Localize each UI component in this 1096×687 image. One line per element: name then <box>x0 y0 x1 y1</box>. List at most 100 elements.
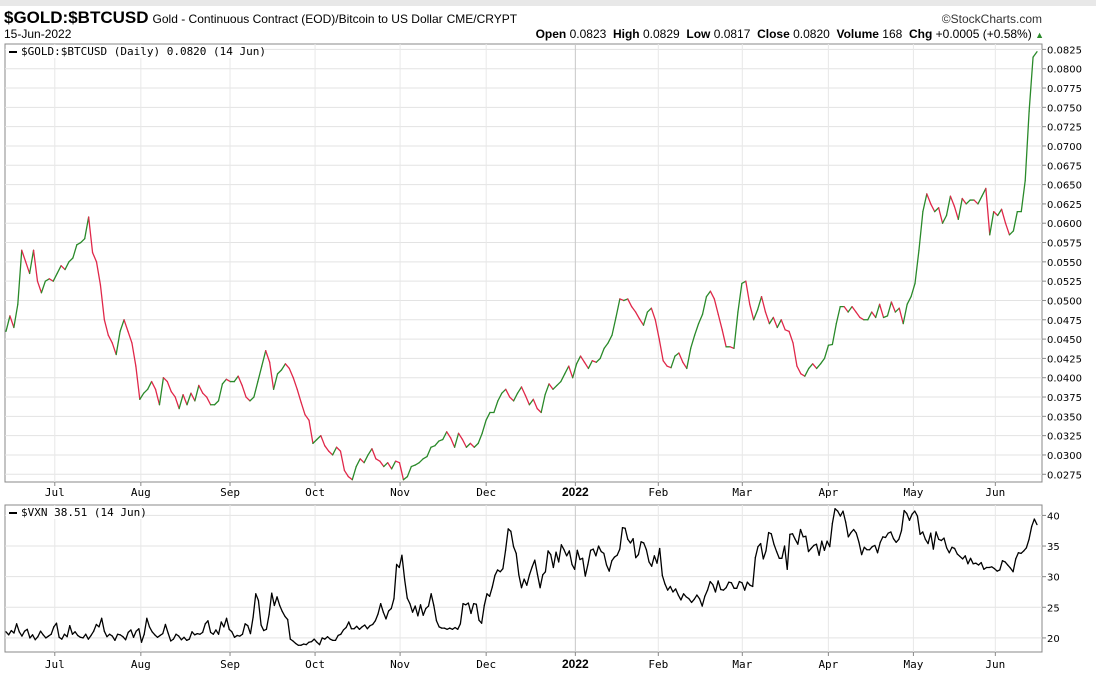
series-segment <box>434 440 440 447</box>
vxn-x-tick-label: 2022 <box>562 657 589 671</box>
series-segment <box>504 528 509 551</box>
series-segment <box>269 361 275 390</box>
series-segment <box>394 460 401 464</box>
series-segment <box>520 386 527 397</box>
series-segment <box>217 383 224 402</box>
series-segment <box>241 623 246 635</box>
series-segment <box>922 531 927 540</box>
series-segment <box>932 531 937 550</box>
series-segment <box>953 205 959 221</box>
price-x-tick-label: Oct <box>305 486 325 499</box>
series-segment <box>762 550 767 560</box>
series-segment <box>512 546 517 555</box>
series-segment <box>941 214 948 224</box>
series-segment <box>605 564 610 572</box>
series-segment <box>796 365 802 375</box>
series-segment <box>583 361 590 370</box>
series-segment <box>587 549 592 566</box>
series-segment <box>804 367 810 377</box>
series-segment <box>922 193 928 213</box>
series-segment <box>658 338 664 362</box>
series-segment <box>366 625 371 630</box>
series-segment <box>107 334 113 344</box>
series-segment <box>725 581 730 589</box>
series-segment <box>573 549 578 570</box>
series-segment <box>98 617 103 628</box>
series-segment <box>40 280 47 294</box>
series-segment <box>624 527 629 540</box>
series-segment <box>201 623 206 634</box>
series-segment <box>130 629 135 638</box>
price-y-tick-label: 0.0650 <box>1047 181 1082 192</box>
series-segment <box>599 347 605 360</box>
series-segment <box>261 350 267 367</box>
vxn-y-tick-label: 20 <box>1047 634 1060 645</box>
series-segment <box>903 509 908 515</box>
series-segment <box>581 557 586 577</box>
series-segment <box>898 307 904 325</box>
series-segment <box>493 400 499 414</box>
series-segment <box>469 442 475 448</box>
series-segment <box>21 249 27 263</box>
series-segment <box>698 598 703 607</box>
series-segment <box>123 319 129 333</box>
series-segment <box>1031 518 1035 528</box>
series-segment <box>13 303 19 329</box>
series-segment <box>1004 222 1011 236</box>
series-segment <box>584 563 589 577</box>
series-segment <box>284 363 290 370</box>
series-segment <box>348 621 353 630</box>
series-segment <box>799 528 804 538</box>
series-segment <box>697 313 704 325</box>
price-legend-bg <box>6 45 262 58</box>
series-segment <box>608 560 613 572</box>
series-segment <box>143 617 148 635</box>
vxn-x-tick-label: May <box>903 658 923 671</box>
series-segment <box>781 545 786 559</box>
series-segment <box>745 280 751 305</box>
series-segment <box>805 535 810 553</box>
series-segment <box>111 635 116 642</box>
series-segment <box>680 593 685 601</box>
series-segment <box>653 555 658 564</box>
series-segment <box>843 305 849 313</box>
series-segment <box>188 631 193 640</box>
series-segment <box>797 528 802 545</box>
series-segment <box>42 634 47 639</box>
series-segment <box>930 532 935 550</box>
series-segment <box>906 512 911 521</box>
price-y-tick-label: 0.0400 <box>1047 374 1082 385</box>
series-segment <box>892 538 897 544</box>
series-segment <box>926 193 932 205</box>
series-segment <box>363 454 369 464</box>
vxn-y-tick-label: 40 <box>1047 511 1060 522</box>
series-segment <box>768 316 774 325</box>
series-segment <box>808 363 814 370</box>
series-segment <box>272 373 279 390</box>
series-segment <box>313 638 318 643</box>
series-segment <box>382 611 387 620</box>
series-segment <box>1028 525 1033 540</box>
series-segment <box>999 560 1004 571</box>
series-segment <box>453 432 460 448</box>
series-segment <box>568 550 573 566</box>
series-segment <box>587 360 593 370</box>
series-segment <box>52 272 58 282</box>
price-x-tick-label: May <box>903 486 923 499</box>
series-segment <box>914 249 920 285</box>
series-segment <box>690 334 696 350</box>
series-segment <box>949 195 956 207</box>
series-segment <box>433 604 438 622</box>
price-y-tick-label: 0.0700 <box>1047 142 1082 153</box>
series-segment <box>174 396 180 410</box>
series-segment <box>961 197 967 205</box>
series-segment <box>859 316 865 321</box>
series-segment <box>704 589 709 597</box>
series-segment <box>552 384 558 390</box>
series-segment <box>895 538 900 544</box>
series-segment <box>414 605 419 617</box>
series-segment <box>390 598 395 610</box>
series-segment <box>339 450 346 472</box>
series-segment <box>241 384 247 398</box>
series-segment <box>154 388 161 406</box>
